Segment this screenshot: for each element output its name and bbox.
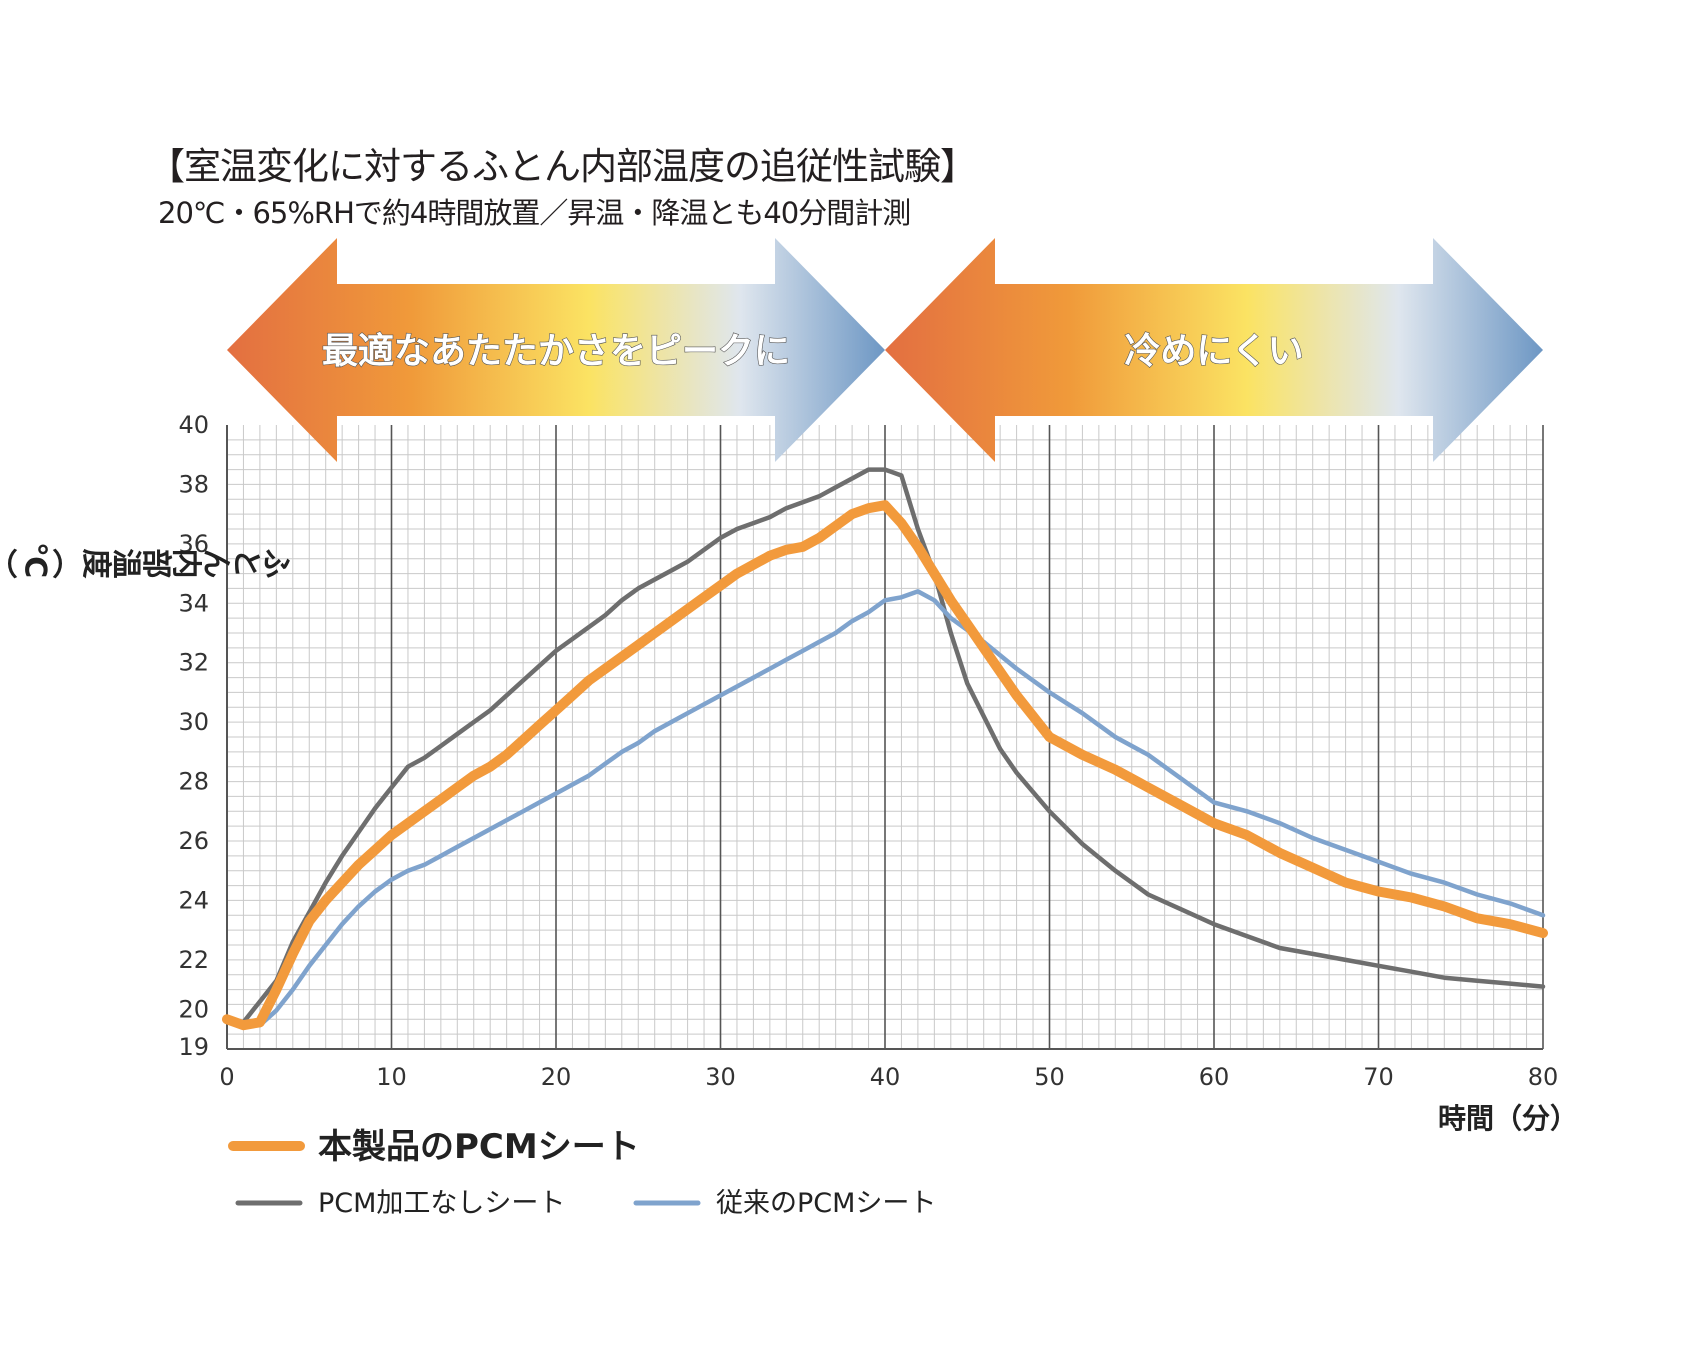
y-tick-label: 28 — [178, 768, 209, 796]
series-line-1 — [224, 467, 1546, 1025]
y-tick-label: 20 — [178, 995, 209, 1023]
banner-arrow — [227, 238, 885, 462]
y-tick-label: 19 — [178, 1033, 209, 1061]
x-tick-label: 60 — [1199, 1063, 1230, 1091]
series-line-0 — [222, 500, 1548, 1031]
y-tick-label: 22 — [178, 946, 209, 974]
x-tick-label: 80 — [1528, 1063, 1559, 1091]
legend-label: 本製品のPCMシート — [318, 1127, 640, 1167]
x-axis-title: 時間（分） — [1438, 1102, 1578, 1135]
y-tick-label: 38 — [178, 470, 209, 498]
banner-label: 最適なあたたかさをピークに — [322, 331, 790, 372]
legend-label: 従来のPCMシート — [716, 1188, 936, 1219]
chart-title: 【室温変化に対するふとん内部温度の追従性試験】 — [148, 145, 977, 188]
banner-label: 冷めにくい — [1124, 331, 1303, 372]
x-tick-label: 0 — [219, 1063, 234, 1091]
y-tick-label: 32 — [178, 649, 209, 677]
series-line-2 — [224, 589, 1546, 1028]
x-tick-label: 20 — [541, 1063, 572, 1091]
y-tick-label: 26 — [178, 827, 209, 855]
chart-subtitle: 20℃・65%RHで約4時間放置／昇温・降温とも40分間計測 — [158, 196, 911, 230]
y-axis-title: ふとん内部温度（℃） — [0, 543, 293, 579]
banner-arrow — [885, 238, 1543, 462]
x-tick-label: 40 — [870, 1063, 901, 1091]
x-tick-label: 30 — [705, 1063, 736, 1091]
y-tick-label: 36 — [178, 530, 209, 558]
y-tick-label: 40 — [178, 411, 209, 439]
x-tick-label: 50 — [1034, 1063, 1065, 1091]
y-tick-label: 34 — [178, 589, 209, 617]
legend-label: PCM加工なしシート — [318, 1188, 565, 1219]
x-tick-label: 70 — [1363, 1063, 1394, 1091]
x-tick-label: 10 — [376, 1063, 407, 1091]
y-tick-label: 30 — [178, 708, 209, 736]
y-tick-label: 24 — [178, 886, 209, 914]
